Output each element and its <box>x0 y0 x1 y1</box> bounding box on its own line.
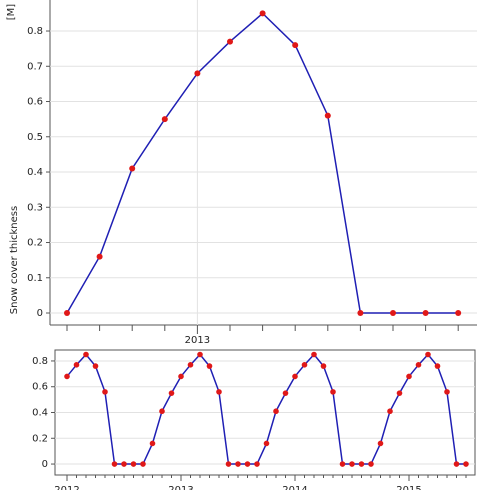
y-tick-label: 0.2 <box>32 433 48 444</box>
point <box>422 310 429 317</box>
point <box>129 165 136 172</box>
point <box>349 461 355 467</box>
point <box>259 10 266 17</box>
point <box>254 461 260 467</box>
point <box>161 116 168 123</box>
y-tick-label: 0.8 <box>32 356 48 367</box>
point <box>339 461 346 467</box>
point <box>225 461 232 467</box>
y-unit: [M] <box>6 4 17 21</box>
point <box>96 253 103 260</box>
point <box>73 362 80 368</box>
x-tick-label: 2014 <box>282 485 307 490</box>
y-tick-label: 0.4 <box>32 408 48 419</box>
point <box>406 373 412 380</box>
point <box>92 363 99 369</box>
y-tick-label: 0.4 <box>27 167 43 178</box>
point <box>263 440 270 447</box>
point <box>130 461 137 467</box>
point <box>102 389 108 395</box>
x-tick-label: 2012 <box>54 485 79 490</box>
point <box>434 363 441 369</box>
point <box>377 440 384 447</box>
y-tick-label: 0.6 <box>32 382 48 393</box>
y-tick-label: 0.8 <box>27 26 43 37</box>
y-axis-label: Snow cover thickness <box>9 206 20 314</box>
y-tick-label: 0.6 <box>27 97 43 108</box>
y-tick-label: 0.5 <box>27 132 43 143</box>
point <box>390 310 396 317</box>
point <box>64 373 70 380</box>
point <box>83 351 89 358</box>
point <box>330 389 336 395</box>
series-line <box>66 12 459 314</box>
point <box>187 362 194 368</box>
point <box>159 408 165 415</box>
point <box>227 38 233 45</box>
point <box>357 310 364 317</box>
y-tick-label: 0.1 <box>27 273 43 284</box>
point <box>168 390 175 396</box>
point <box>235 461 241 467</box>
y-tick-label: 0.7 <box>27 61 43 72</box>
point <box>368 461 374 467</box>
point <box>282 390 289 396</box>
point <box>292 373 298 380</box>
x-tick-label: 2013 <box>168 485 193 490</box>
point <box>396 390 403 396</box>
point <box>463 461 469 467</box>
point <box>311 351 317 358</box>
point <box>206 363 213 369</box>
y-tick-label: 0 <box>42 459 48 470</box>
point <box>301 362 308 368</box>
point <box>455 310 462 317</box>
y-tick-label: 0.2 <box>27 238 43 249</box>
y-tick-label: 0.3 <box>27 202 43 213</box>
point <box>358 461 365 467</box>
point <box>425 351 431 358</box>
point <box>111 461 118 467</box>
series-line <box>66 353 466 465</box>
y-tick-label: 0 <box>37 308 43 319</box>
point <box>244 461 251 467</box>
point <box>292 42 299 49</box>
point <box>121 461 127 467</box>
point <box>149 440 156 447</box>
point <box>273 408 279 415</box>
point <box>415 362 422 368</box>
point <box>444 389 450 395</box>
point <box>64 310 70 317</box>
point <box>387 408 393 415</box>
x-tick-label: 2015 <box>396 485 421 490</box>
point <box>194 70 201 77</box>
point <box>197 351 203 358</box>
point <box>324 112 331 119</box>
point <box>453 461 460 467</box>
point <box>216 389 222 395</box>
point <box>320 363 327 369</box>
point <box>140 461 146 467</box>
point <box>178 373 184 380</box>
x-tick-label: 2013 <box>185 335 210 346</box>
